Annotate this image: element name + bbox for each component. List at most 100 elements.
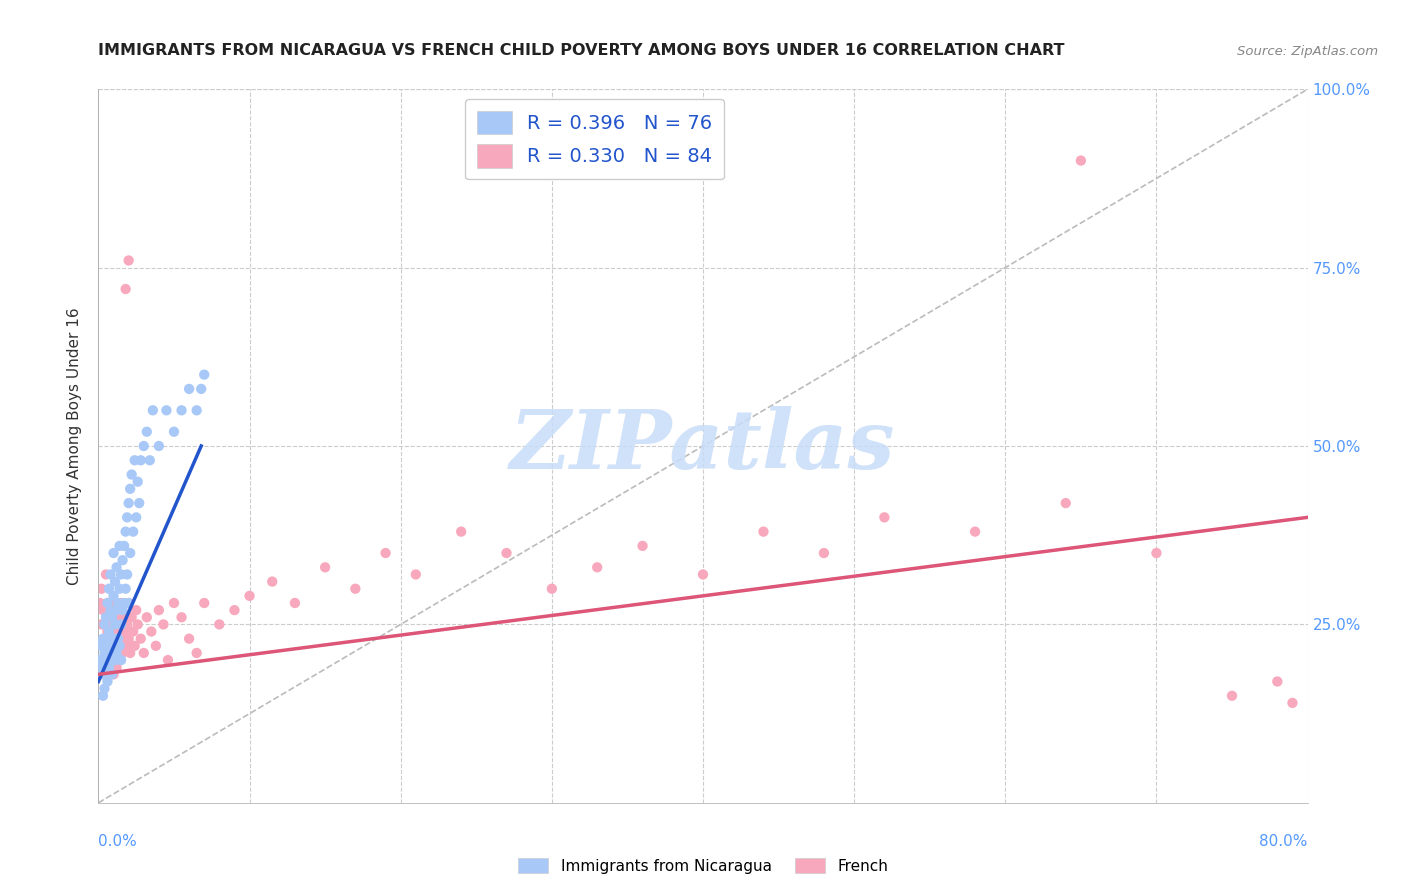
Point [110,632,132,646]
Point [284,596,307,610]
Point [125,510,148,524]
Point [120,546,142,560]
Point [193,596,215,610]
Point [105,646,128,660]
Point [104,646,127,660]
Point [108,639,131,653]
Point [135,610,157,624]
Point [105,624,128,639]
Point [752,524,775,539]
Point [1267,674,1289,689]
Point [96,624,118,639]
Point [105,660,128,674]
Point [135,425,157,439]
Point [190,382,212,396]
Point [90,639,112,653]
Legend: Immigrants from Nicaragua, French: Immigrants from Nicaragua, French [512,852,894,880]
Point [94,667,117,681]
Point [98,582,121,596]
Point [129,632,152,646]
Point [120,646,142,660]
Point [93,617,115,632]
Y-axis label: Child Poverty Among Boys Under 16: Child Poverty Among Boys Under 16 [67,307,83,585]
Point [91,632,114,646]
Point [100,603,122,617]
Point [98,639,121,653]
Point [114,639,136,653]
Point [142,403,165,417]
Text: 80.0%: 80.0% [1260,834,1308,849]
Point [104,574,127,589]
Point [111,603,134,617]
Point [103,667,125,681]
Point [108,539,131,553]
Point [122,624,145,639]
Point [101,646,124,660]
Point [94,610,117,624]
Point [114,582,136,596]
Point [91,660,114,674]
Point [94,639,117,653]
Point [100,653,122,667]
Point [170,610,193,624]
Point [115,567,138,582]
Point [186,403,208,417]
Point [101,653,124,667]
Point [344,582,367,596]
Point [91,689,114,703]
Point [103,632,125,646]
Point [98,624,121,639]
Point [141,624,163,639]
Point [110,617,132,632]
Point [110,653,132,667]
Point [813,546,835,560]
Point [96,674,118,689]
Point [186,646,208,660]
Point [91,639,114,653]
Point [93,681,115,696]
Point [118,596,141,610]
Point [145,639,167,653]
Point [965,524,987,539]
Point [96,632,118,646]
Point [118,496,141,510]
Point [120,482,142,496]
Point [110,567,132,582]
Point [132,646,155,660]
Point [100,639,122,653]
Point [1070,153,1092,168]
Point [1054,496,1077,510]
Point [262,574,284,589]
Point [96,646,118,660]
Point [124,639,146,653]
Point [93,653,115,667]
Point [103,589,125,603]
Point [208,617,231,632]
Point [121,467,143,482]
Point [103,632,125,646]
Point [98,646,121,660]
Point [96,596,118,610]
Point [89,653,111,667]
Point [118,632,141,646]
Point [98,610,121,624]
Point [94,603,117,617]
Point [98,660,121,674]
Point [314,560,336,574]
Point [1281,696,1303,710]
Point [101,667,124,681]
Point [122,524,145,539]
Text: ZIPatlas: ZIPatlas [510,406,896,486]
Text: 0.0%: 0.0% [98,834,138,849]
Point [111,610,134,624]
Point [103,546,125,560]
Point [112,539,135,553]
Point [873,510,896,524]
Point [540,582,562,596]
Point [100,567,122,582]
Point [94,567,117,582]
Point [105,603,128,617]
Point [94,632,117,646]
Text: Source: ZipAtlas.com: Source: ZipAtlas.com [1237,45,1378,58]
Text: IMMIGRANTS FROM NICARAGUA VS FRENCH CHILD POVERTY AMONG BOYS UNDER 16 CORRELATIO: IMMIGRANTS FROM NICARAGUA VS FRENCH CHIL… [98,43,1064,58]
